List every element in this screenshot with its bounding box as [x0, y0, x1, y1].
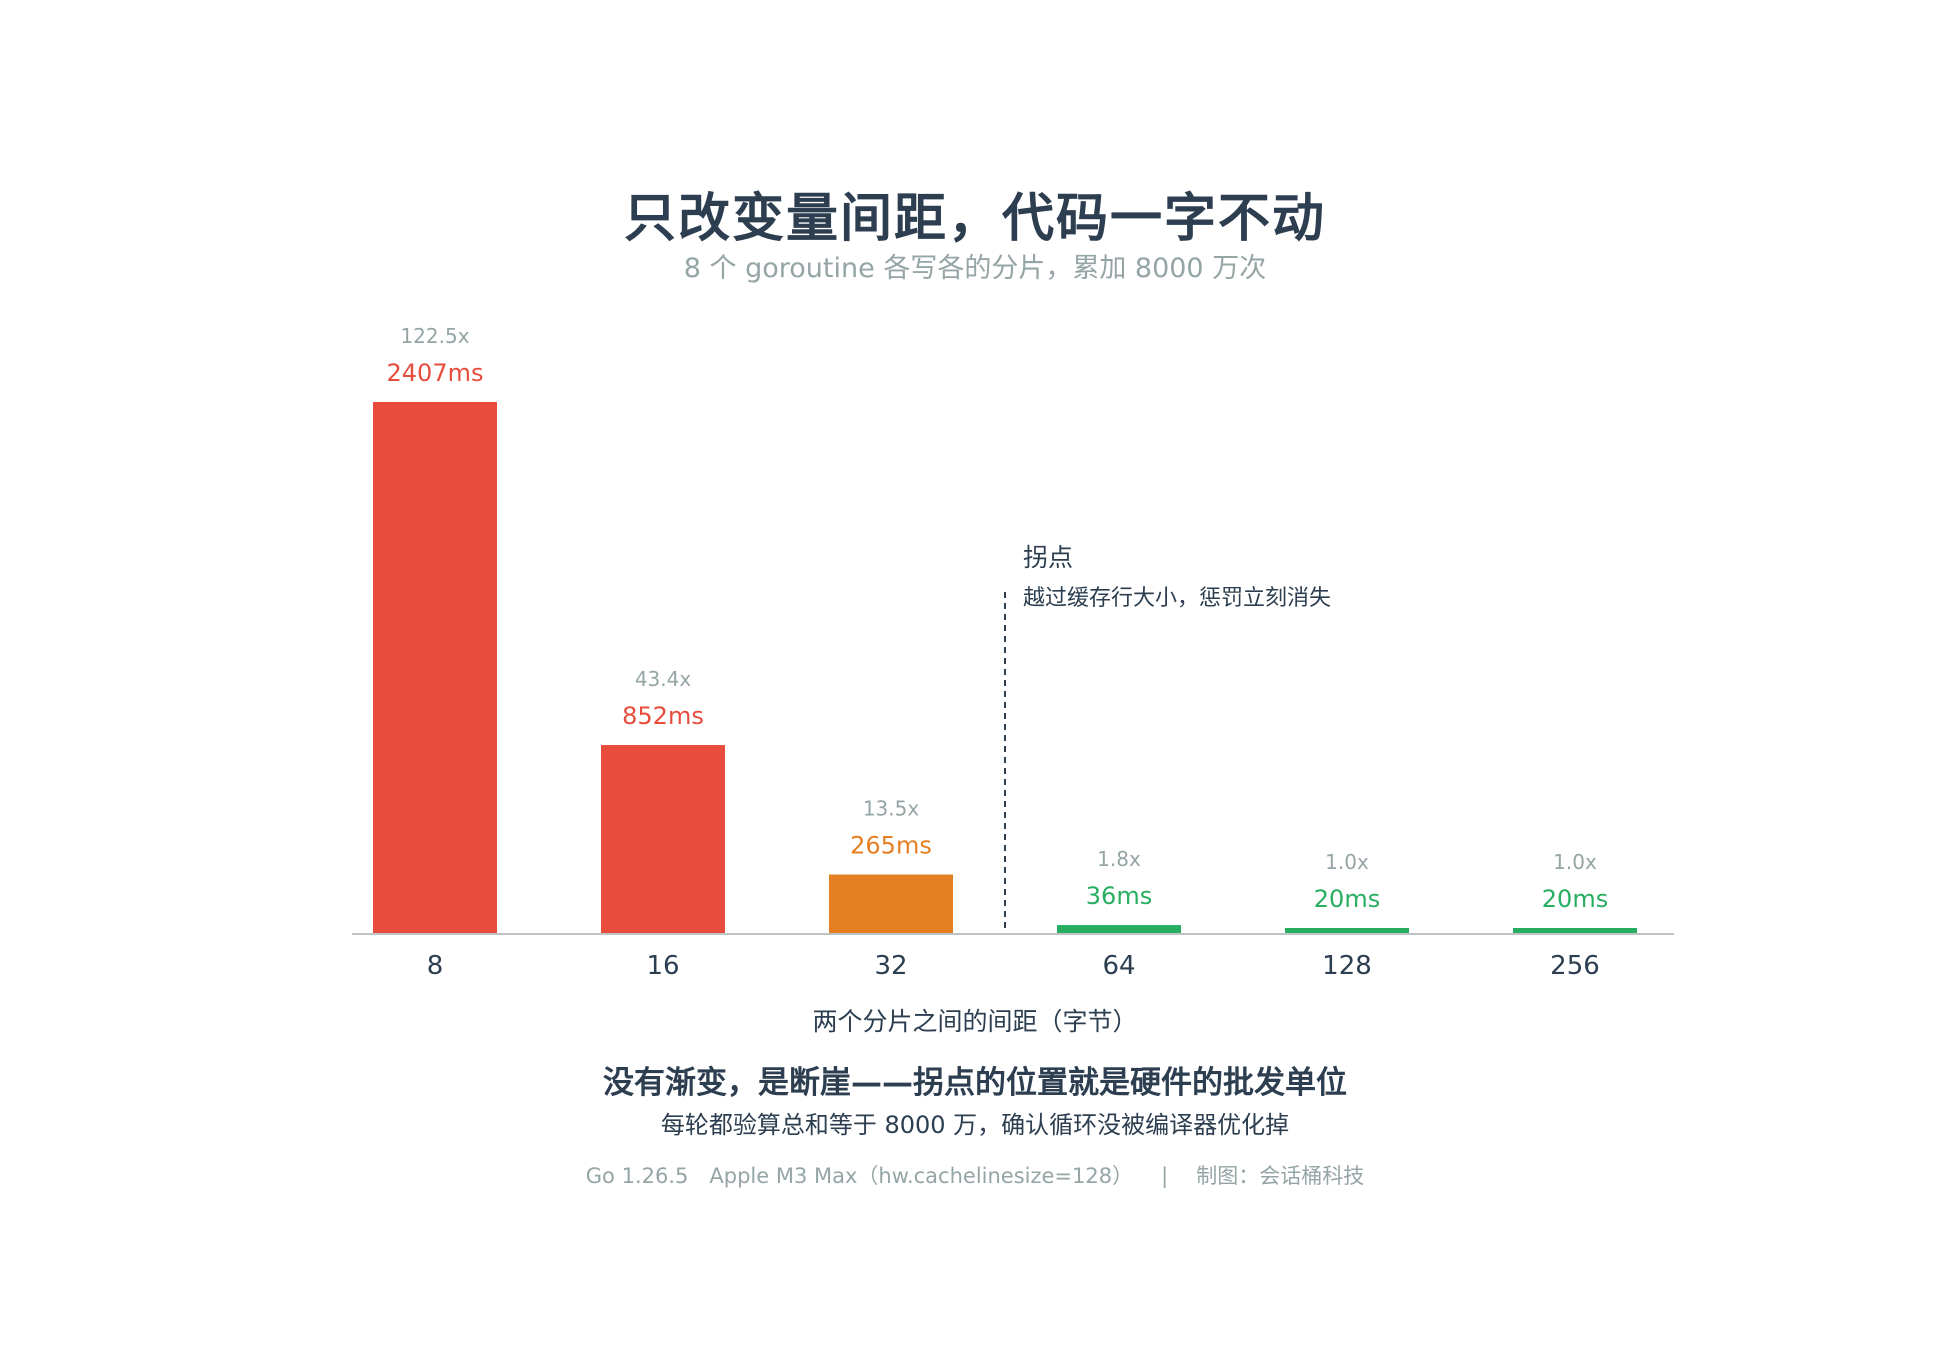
x-axis-label: 两个分片之间的间距（字节）	[812, 1007, 1138, 1036]
value-label-32: 265ms	[850, 832, 932, 860]
inflection-annotation-text: 越过缓存行大小，惩罚立刻消失	[1023, 586, 1332, 611]
ratio-label-256: 1.0x	[1553, 850, 1597, 874]
footer-credit: 制图：会话桶科技	[1196, 1164, 1365, 1188]
bar-128	[1285, 928, 1409, 933]
bar-64	[1057, 925, 1181, 933]
value-label-64: 36ms	[1086, 882, 1152, 910]
inflection-annotation-title: 拐点	[1023, 543, 1074, 572]
ratio-label-16: 43.4x	[635, 667, 692, 691]
footer-environment: Go 1.26.5 Apple M3 Max（hw.cachelinesize=…	[585, 1164, 1134, 1188]
chart-subtitle: 8 个 goroutine 各写各的分片，累加 8000 万次	[683, 253, 1267, 284]
footer: Go 1.26.5 Apple M3 Max（hw.cachelinesize=…	[0, 1160, 1950, 1190]
takeaway-detail: 每轮都验算总和等于 8000 万，确认循环没被编译器优化掉	[660, 1111, 1290, 1139]
bar-32	[829, 874, 953, 933]
value-label-256: 20ms	[1542, 885, 1608, 913]
value-label-16: 852ms	[622, 702, 704, 730]
x-tick-label-128: 128	[1322, 951, 1372, 981]
value-label-8: 2407ms	[387, 359, 484, 387]
x-tick-label-256: 256	[1550, 951, 1600, 981]
ratio-label-64: 1.8x	[1097, 847, 1141, 871]
ratio-label-32: 13.5x	[863, 797, 920, 821]
x-tick-label-64: 64	[1102, 951, 1135, 981]
ratio-label-128: 1.0x	[1325, 850, 1369, 874]
x-tick-label-32: 32	[874, 951, 907, 981]
ratio-label-8: 122.5x	[400, 324, 469, 348]
x-tick-label-16: 16	[646, 951, 679, 981]
bar-8	[373, 402, 497, 933]
x-tick-label-8: 8	[427, 951, 444, 981]
footer-separator: |	[1161, 1164, 1169, 1188]
bar-16	[601, 745, 725, 933]
bar-256	[1513, 928, 1637, 933]
takeaway-headline: 没有渐变，是断崖——拐点的位置就是硬件的批发单位	[603, 1065, 1347, 1101]
value-label-128: 20ms	[1314, 885, 1380, 913]
chart-title: 只改变量间距，代码一字不动	[623, 189, 1326, 249]
